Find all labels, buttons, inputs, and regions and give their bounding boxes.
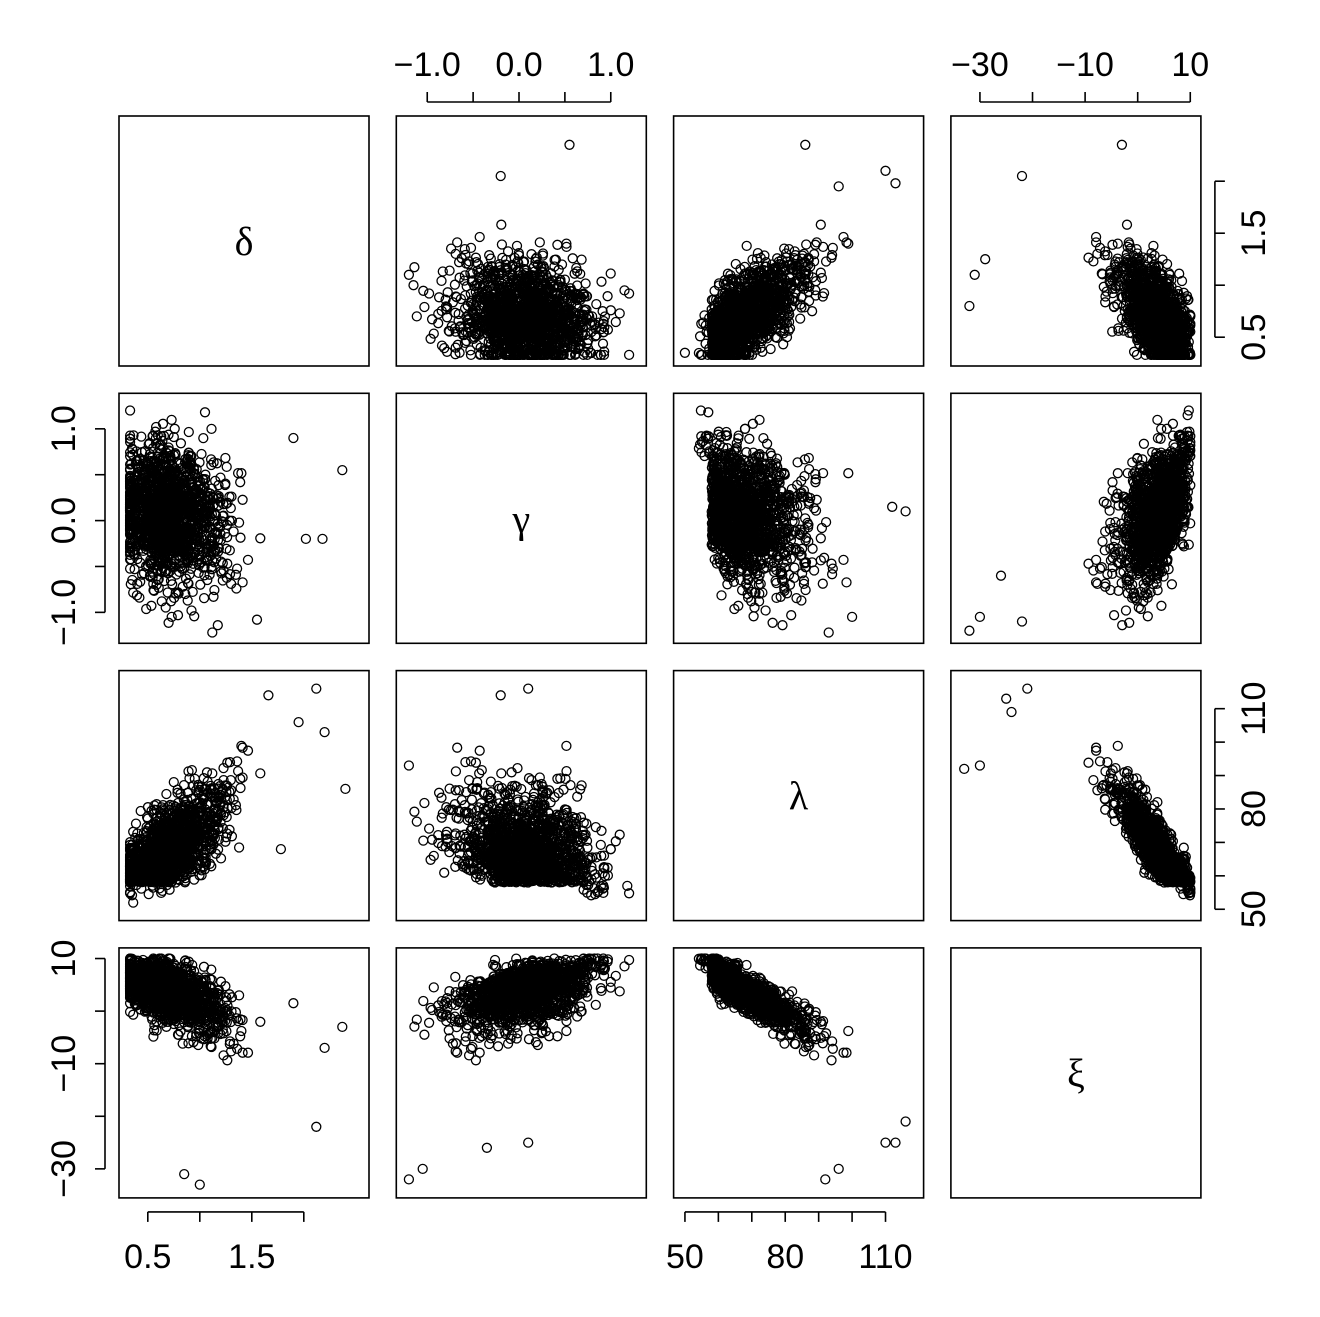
scatter-point — [436, 340, 448, 351]
scatter-point — [575, 268, 586, 280]
scatter-point — [569, 268, 580, 279]
scatter-point — [534, 237, 545, 248]
panel-frame — [395, 115, 648, 367]
variable-label-delta: δ — [235, 219, 254, 264]
panel-gamma-vs-delta — [395, 115, 648, 367]
scatter-point — [450, 349, 461, 360]
scatter-point — [614, 308, 625, 319]
scatter-point — [596, 276, 607, 287]
scatter-point — [605, 268, 616, 279]
scatter-point — [459, 243, 470, 255]
panel-delta-vs-delta: δ — [118, 115, 370, 367]
scatter-point — [552, 239, 563, 250]
scatter-point — [572, 266, 583, 277]
scatter-point — [623, 349, 635, 361]
scatter-point — [444, 265, 455, 276]
scatter-point — [459, 270, 471, 281]
panel-frame — [118, 115, 370, 367]
scatter-point — [474, 231, 485, 243]
scatter-point — [433, 292, 445, 303]
scatter-point — [411, 311, 422, 322]
scatter-point — [437, 266, 448, 277]
scatter-point — [595, 349, 606, 361]
scatter-point — [496, 239, 508, 250]
scatter-point — [439, 342, 450, 354]
scatter-point — [556, 259, 568, 270]
scatter-point — [425, 333, 436, 344]
